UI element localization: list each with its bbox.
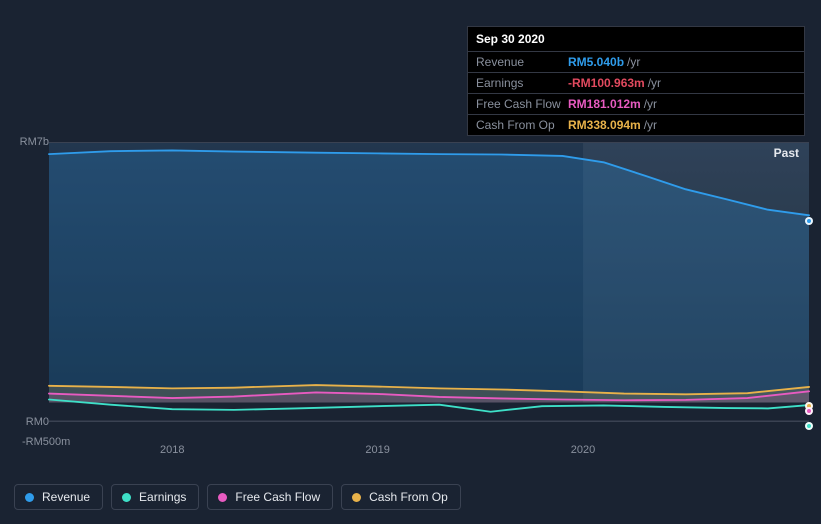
financials-chart: Past RM7bRM0 -RM500m 201820192020 [12,122,809,472]
legend-dot-icon [218,493,227,502]
tooltip-row-value: -RM100.963m [568,76,645,90]
tooltip-row-value: RM181.012m [568,97,641,111]
legend-dot-icon [352,493,361,502]
chart-svg [49,143,809,421]
legend-dot-icon [122,493,131,502]
tooltip-row-value: RM338.094m [568,118,641,132]
tooltip-row-suffix: /yr [627,55,640,69]
legend-item-label: Free Cash Flow [235,490,320,504]
legend-item-earnings[interactable]: Earnings [111,484,199,510]
tooltip-row-value: RM5.040b [568,55,624,69]
tooltip-rows: RevenueRM5.040b/yrEarnings-RM100.963m/yr… [468,52,804,135]
series-end-marker [805,422,813,430]
legend-item-label: Cash From Op [369,490,448,504]
tooltip-row: Earnings-RM100.963m/yr [468,73,804,94]
chart-plot-area[interactable] [49,142,809,422]
legend-item-free-cash-flow[interactable]: Free Cash Flow [207,484,333,510]
y-axis-tick-label: RM7b [20,136,49,148]
series-end-marker [805,407,813,415]
tooltip-row-label: Cash From Op [476,118,568,132]
tooltip-row-label: Earnings [476,76,568,90]
y-axis-tick-label: RM0 [26,416,49,428]
past-label: Past [774,146,799,160]
tooltip-row-label: Free Cash Flow [476,97,568,111]
legend-item-label: Revenue [42,490,90,504]
legend-dot-icon [25,493,34,502]
x-axis-tick-label: 2018 [160,444,184,456]
x-axis-tick-label: 2019 [365,444,389,456]
chart-legend: Revenue Earnings Free Cash Flow Cash From O… [14,484,461,510]
tooltip-row-suffix: /yr [644,97,657,111]
tooltip-row-label: Revenue [476,55,568,69]
tooltip-row: RevenueRM5.040b/yr [468,52,804,73]
x-axis-tick-label: 2020 [571,444,595,456]
tooltip-row: Cash From OpRM338.094m/yr [468,115,804,135]
series-end-marker [805,217,813,225]
legend-item-cash-from-op[interactable]: Cash From Op [341,484,461,510]
tooltip-date: Sep 30 2020 [468,27,804,52]
tooltip-row-suffix: /yr [644,118,657,132]
chart-tooltip: Sep 30 2020 RevenueRM5.040b/yrEarnings-R… [467,26,805,136]
legend-item-label: Earnings [139,490,186,504]
tooltip-row: Free Cash FlowRM181.012m/yr [468,94,804,115]
legend-item-revenue[interactable]: Revenue [14,484,103,510]
x-axis-labels: 2018 2019 2020 [49,444,809,464]
tooltip-row-suffix: /yr [648,76,661,90]
